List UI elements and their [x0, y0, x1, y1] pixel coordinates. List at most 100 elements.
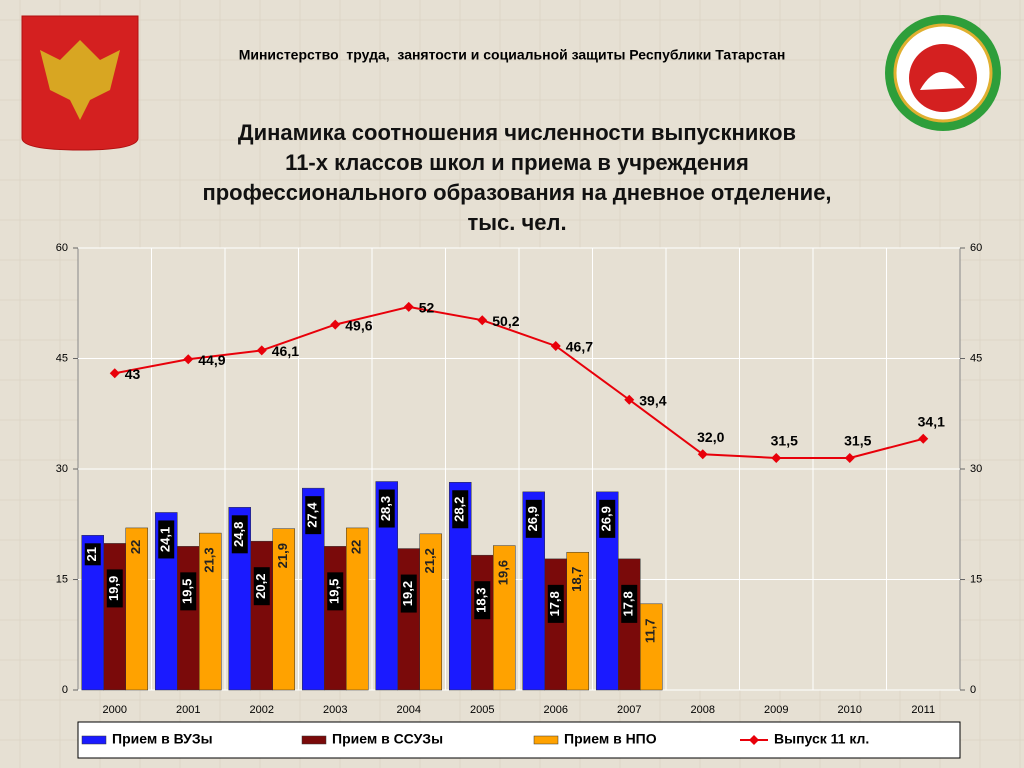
- value-label: 19,9: [106, 576, 121, 601]
- legend-label: Выпуск 11 кл.: [774, 731, 869, 747]
- value-label-box: [547, 584, 564, 623]
- x-tick-label: 2000: [103, 704, 127, 716]
- value-label: 39,4: [639, 392, 666, 408]
- value-label-box: [599, 499, 616, 538]
- bar: [566, 551, 589, 691]
- value-label: 22: [349, 540, 364, 554]
- line-marker: [771, 452, 782, 463]
- value-label: 50,2: [492, 313, 519, 329]
- legend-label: Прием в ВУЗы: [112, 731, 213, 747]
- bar: [419, 533, 442, 691]
- value-label-box: [84, 543, 101, 566]
- legend-marker: [749, 735, 759, 745]
- x-tick-label: 2005: [470, 704, 494, 716]
- value-label: 18,3: [474, 588, 489, 613]
- value-label: 17,8: [547, 591, 562, 616]
- x-tick-label: 2011: [911, 704, 935, 716]
- value-label: 21,3: [202, 547, 217, 572]
- line-marker: [624, 394, 635, 405]
- value-label-box: [327, 572, 344, 611]
- value-label: 26,9: [525, 506, 540, 531]
- tatarstan-emblem: [885, 15, 1001, 131]
- value-label: 24,1: [158, 527, 173, 552]
- value-label: 46,7: [566, 339, 593, 355]
- value-label-box: [106, 569, 123, 608]
- y-tick-label: 15: [56, 573, 68, 585]
- y-tick-label: 45: [56, 352, 68, 364]
- value-label: 18,7: [569, 567, 584, 592]
- x-tick-label: 2002: [250, 704, 274, 716]
- value-label-box: [231, 515, 248, 554]
- chart-title: Динамика соотношения численности выпускн…: [202, 120, 831, 235]
- value-label-box: [378, 489, 395, 528]
- bar: [346, 527, 369, 691]
- chart-title-line: Динамика соотношения численности выпускн…: [238, 120, 796, 145]
- bar: [324, 546, 347, 691]
- line-marker: [256, 345, 267, 356]
- value-label: 28,3: [378, 496, 393, 521]
- coat-of-arms: [21, 15, 139, 151]
- value-label-box: [525, 499, 542, 538]
- legend-swatch: [533, 735, 559, 745]
- y2-tick-label: 45: [970, 352, 982, 364]
- value-label-box: [180, 572, 197, 611]
- legend-label: Прием в НПО: [564, 731, 657, 747]
- chart-title-line: профессионального образования на дневное…: [202, 180, 831, 205]
- y2-tick-label: 60: [970, 242, 982, 254]
- bar: [471, 554, 494, 691]
- value-label-box: [400, 574, 417, 613]
- x-tick-label: 2009: [764, 704, 788, 716]
- bar: [272, 528, 295, 691]
- x-tick-label: 2001: [176, 704, 200, 716]
- value-label: 32,0: [697, 429, 724, 445]
- value-label: 21,9: [275, 543, 290, 568]
- line-marker: [918, 433, 929, 444]
- x-tick-label: 2007: [617, 704, 641, 716]
- value-label: 26,9: [599, 506, 614, 531]
- value-label: 27,4: [305, 502, 320, 528]
- bar: [640, 603, 663, 691]
- chart-title-line: тыс. чел.: [467, 210, 566, 235]
- y2-tick-label: 0: [970, 684, 976, 696]
- value-label: 31,5: [844, 433, 871, 449]
- value-label: 19,2: [400, 581, 415, 606]
- line-marker: [183, 354, 194, 365]
- value-label-box: [621, 584, 638, 623]
- line-marker: [697, 449, 708, 460]
- value-label: 11,7: [643, 619, 658, 644]
- value-label-box: [253, 567, 270, 606]
- line: [114, 305, 924, 459]
- bar: [177, 546, 200, 691]
- value-label: 19,6: [496, 560, 511, 585]
- line-marker: [477, 315, 488, 326]
- legend-label: Прием в ССУЗы: [332, 731, 443, 747]
- value-label: 43: [125, 366, 141, 382]
- value-label: 44,9: [198, 352, 225, 368]
- legend-swatch: [81, 735, 107, 745]
- value-label: 22: [128, 540, 143, 554]
- bar: [103, 543, 126, 691]
- value-label: 21,2: [422, 548, 437, 573]
- value-label: 31,5: [771, 433, 798, 449]
- value-label: 24,8: [231, 522, 246, 547]
- y2-tick-label: 30: [970, 463, 982, 475]
- value-label: 46,1: [272, 343, 299, 359]
- value-label: 17,8: [621, 591, 636, 616]
- value-label: 28,2: [452, 497, 467, 522]
- legend: [77, 721, 961, 759]
- value-label-box: [305, 496, 322, 535]
- line-marker: [550, 340, 561, 351]
- bar: [493, 545, 516, 691]
- y2-tick-label: 15: [970, 573, 982, 585]
- x-tick-label: 2008: [691, 704, 715, 716]
- bar: [618, 558, 641, 691]
- value-label: 49,6: [345, 317, 372, 333]
- y-tick-label: 30: [56, 463, 68, 475]
- bar: [199, 532, 222, 691]
- line-marker: [844, 452, 855, 463]
- legend-swatch: [301, 735, 327, 745]
- value-label-box: [474, 581, 491, 620]
- value-label: 34,1: [918, 413, 945, 429]
- bar: [250, 540, 273, 691]
